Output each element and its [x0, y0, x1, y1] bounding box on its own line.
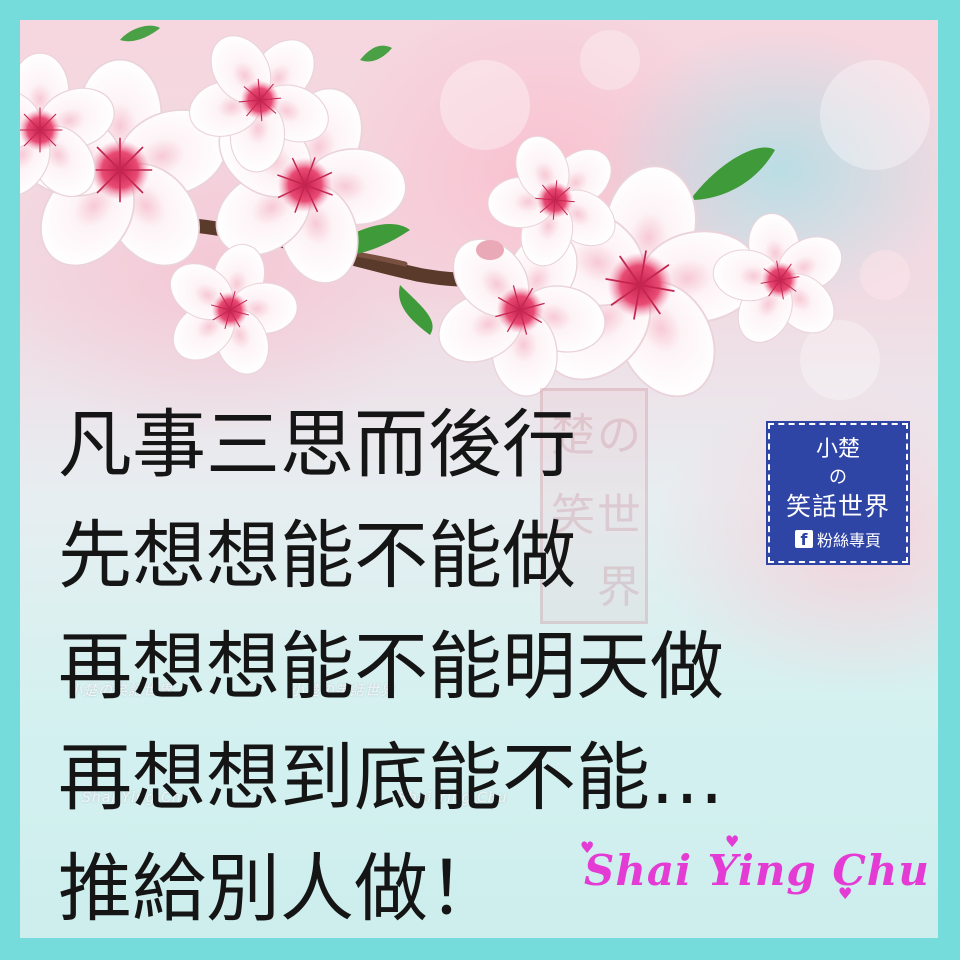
seal-char: の: [597, 410, 641, 461]
seal-char: 楚: [551, 410, 595, 461]
facebook-icon: f: [794, 530, 813, 549]
quote-text: 凡事三思而後行 先想想能不能做 再想想能不能明天做 再想想到底能不能… 推給別人…: [58, 390, 724, 938]
quote-line-2: 先想想能不能做: [58, 513, 576, 599]
badge-title: 笑話世界: [785, 492, 890, 521]
badge-name: 小楚: [815, 437, 860, 462]
seal-stamp: 楚 の 笑 世 界: [540, 388, 648, 624]
cherry-blossom-branch: [20, 20, 864, 420]
bokeh-light: [820, 60, 930, 170]
quote-line-4: 再想想到底能不能…: [58, 735, 724, 821]
quote-line-1: 凡事三思而後行: [58, 402, 576, 488]
seal-char: 界: [597, 562, 641, 613]
watermark-english: Shai Ying Chu: [82, 790, 192, 806]
quote-line-5: 推給別人做！: [58, 846, 502, 932]
greeting-card: 楚 の 笑 世 界 小楚の笑話世界 小楚の笑話世界 Shai Ying Chu …: [20, 20, 938, 938]
bokeh-light: [860, 250, 910, 300]
seal-char: 世: [597, 490, 641, 541]
quote-line-3: 再想想能不能明天做: [58, 624, 724, 710]
bokeh-light: [440, 60, 530, 150]
heart-icon: ♥: [725, 832, 740, 851]
badge-fanpage-label: 粉絲專頁: [816, 531, 881, 550]
badge-footer: f 粉絲專頁: [770, 527, 906, 551]
seal-char: 笑: [551, 490, 595, 541]
watermark-english: Shai Ying Chu: [398, 790, 508, 806]
watermark-chinese: 小楚の笑話世界: [290, 683, 395, 699]
page-badge: 小楚 の 笑話世界 f 粉絲專頁: [768, 423, 908, 563]
heart-icon: ♥: [580, 838, 595, 857]
watermark-chinese: 小楚の笑話世界: [68, 683, 173, 699]
signature: Shai Ying Chu: [584, 846, 930, 895]
bokeh-light: [580, 30, 640, 90]
heart-icon: ♥: [838, 884, 853, 903]
badge-particle: の: [829, 467, 847, 488]
